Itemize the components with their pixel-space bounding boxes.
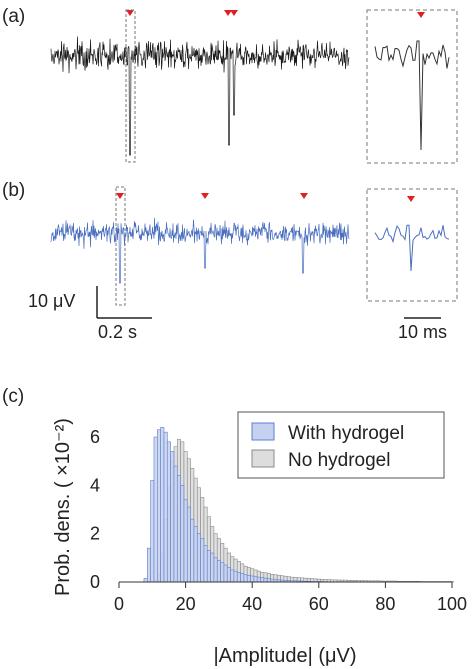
spike-marker-icon bbox=[116, 193, 124, 199]
y-tick-label: 0 bbox=[90, 572, 100, 592]
histogram-bar bbox=[243, 574, 248, 583]
zoom-time-scale-label: 10 ms bbox=[398, 322, 447, 342]
trace-a bbox=[50, 10, 350, 156]
time-scale-label: 0.2 s bbox=[98, 322, 137, 342]
histogram-bar bbox=[157, 429, 161, 583]
x-tick-label: 20 bbox=[176, 594, 196, 614]
histogram-bar bbox=[263, 577, 268, 583]
histogram-bar bbox=[213, 557, 218, 583]
panel-label-b: (b) bbox=[2, 180, 25, 201]
x-tick-label: 60 bbox=[309, 594, 329, 614]
x-tick-label: 40 bbox=[242, 594, 262, 614]
histogram-bar bbox=[143, 578, 148, 583]
histogram-bar bbox=[163, 431, 168, 583]
x-ticks: 0 20 40 60 80 100 bbox=[114, 582, 467, 614]
y-tick-label: 6 bbox=[90, 427, 100, 447]
histogram-bar bbox=[240, 573, 245, 583]
histogram-bar bbox=[226, 567, 231, 583]
trace-b-signal-line bbox=[50, 217, 350, 284]
selection-box-a bbox=[125, 9, 136, 163]
legend: With hydrogel No hydrogel bbox=[237, 411, 445, 479]
voltage-scale-label: 10 μV bbox=[28, 291, 75, 311]
y-tick-label: 2 bbox=[90, 524, 100, 544]
histogram-bar bbox=[250, 575, 255, 583]
histogram-bar bbox=[170, 451, 175, 583]
histogram-bar bbox=[220, 562, 225, 583]
spike-marker-icon bbox=[224, 10, 232, 16]
histogram-bar bbox=[153, 436, 158, 583]
histogram-bar bbox=[236, 572, 241, 583]
zoom-trace-a bbox=[374, 12, 450, 151]
spike-marker-icon bbox=[407, 196, 415, 202]
x-axis-label: |Amplitude| (μV) bbox=[213, 645, 356, 667]
histogram-bar bbox=[230, 569, 235, 583]
zoom-a-signal-line bbox=[374, 40, 450, 151]
spike-marker-icon bbox=[201, 193, 209, 199]
trace-a-signal-line bbox=[50, 36, 350, 156]
histogram-bar bbox=[200, 538, 205, 583]
histogram-bar bbox=[196, 533, 201, 583]
y-axis-label: Prob. dens. ( ×10⁻²) bbox=[52, 418, 74, 596]
histogram-bar bbox=[150, 480, 155, 583]
trace-b bbox=[50, 193, 350, 284]
panel-label-a: (a) bbox=[2, 6, 25, 27]
histogram-bar bbox=[253, 576, 258, 583]
histogram-bar bbox=[193, 526, 198, 583]
legend-swatch-no-hydrogel bbox=[251, 449, 275, 468]
legend-label-no-hydrogel: No hydrogel bbox=[288, 450, 390, 471]
histogram-bar bbox=[256, 576, 261, 583]
histogram-bar bbox=[206, 550, 211, 583]
y-tick-label: 4 bbox=[90, 475, 100, 495]
histogram-bar bbox=[166, 441, 171, 583]
histogram-bar bbox=[190, 518, 195, 583]
spike-marker-icon bbox=[300, 193, 308, 199]
zoom-box-a bbox=[366, 9, 458, 164]
panel-label-c: (c) bbox=[2, 386, 24, 407]
zoom-b-signal-line bbox=[374, 224, 450, 272]
histogram-bar bbox=[176, 475, 181, 583]
zoom-box-b bbox=[366, 188, 458, 302]
histogram-bar bbox=[147, 547, 151, 583]
legend-label-with-hydrogel: With hydrogel bbox=[288, 423, 404, 444]
histogram-bar bbox=[186, 506, 191, 583]
histogram-bar bbox=[233, 570, 238, 583]
x-tick-label: 100 bbox=[437, 594, 467, 614]
histogram-bar bbox=[210, 552, 215, 583]
histogram-bar bbox=[216, 559, 221, 583]
zoom-trace-b bbox=[374, 196, 450, 272]
histogram-bar bbox=[223, 564, 228, 583]
spike-marker-icon bbox=[126, 10, 134, 16]
histogram-chart: 0 20 40 60 80 100 0 2 4 6 |Amplitude| (μV) Prob.… bbox=[52, 411, 467, 667]
x-tick-label: 0 bbox=[114, 594, 124, 614]
histogram-bar bbox=[160, 427, 165, 583]
y-ticks: 0 2 4 6 bbox=[90, 427, 100, 592]
x-tick-label: 80 bbox=[375, 594, 395, 614]
histogram-bar bbox=[260, 577, 265, 583]
histogram-bar bbox=[203, 545, 208, 583]
histogram-bar bbox=[183, 499, 188, 583]
histogram-bar bbox=[180, 485, 185, 583]
selection-box-b bbox=[115, 186, 126, 306]
histogram-bar bbox=[266, 578, 271, 583]
spike-marker-icon bbox=[230, 10, 238, 16]
spike-marker-icon bbox=[417, 12, 425, 18]
histogram-bar bbox=[246, 574, 251, 583]
histogram-bar bbox=[173, 465, 178, 583]
legend-swatch-with-hydrogel bbox=[251, 422, 275, 441]
